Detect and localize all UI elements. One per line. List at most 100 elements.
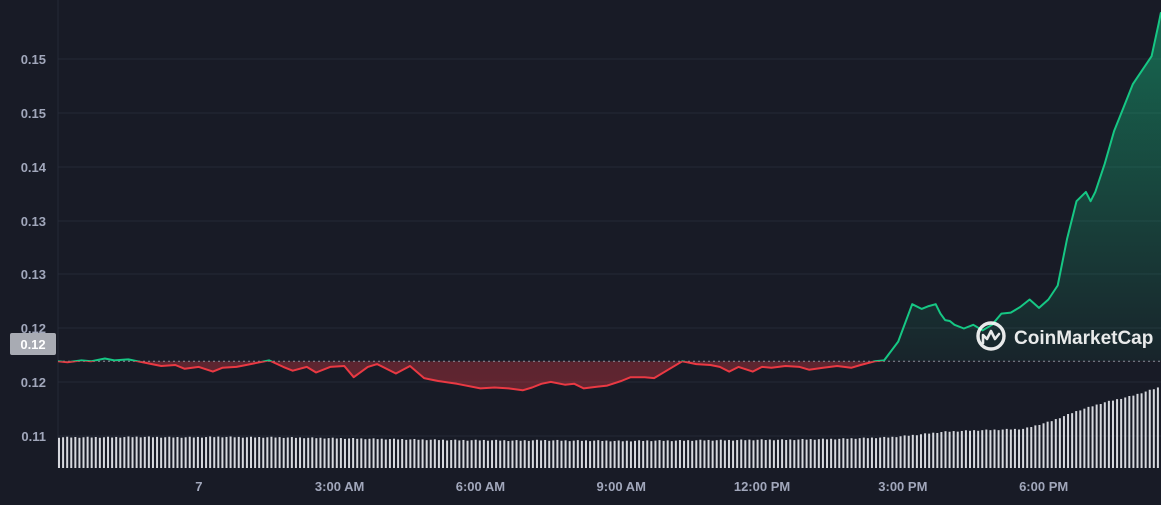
volume-bar — [466, 440, 469, 468]
volume-bar — [339, 438, 342, 468]
volume-bar — [740, 439, 743, 468]
volume-bar — [613, 440, 616, 468]
volume-bar — [727, 439, 730, 468]
volume-bar — [262, 437, 265, 468]
volume-bar — [380, 438, 383, 468]
volume-bar — [638, 440, 641, 468]
volume-bar — [634, 440, 637, 468]
volume-bar — [151, 437, 154, 468]
volume-bar — [70, 437, 73, 468]
volume-bar — [143, 436, 146, 468]
volume-bar — [1062, 416, 1065, 468]
y-tick-label: 0.15 — [21, 106, 46, 121]
watermark-brand-text: CoinMarketCap — [1014, 328, 1153, 349]
volume-bar — [691, 440, 694, 468]
volume-bar — [196, 436, 199, 468]
volume-bar — [609, 441, 612, 468]
volume-bar — [568, 441, 571, 468]
volume-bar — [180, 437, 183, 468]
volume-bar — [127, 436, 130, 468]
volume-bar — [1050, 421, 1053, 468]
volume-bar — [662, 440, 665, 468]
volume-bar — [989, 430, 992, 468]
volume-bar — [805, 439, 808, 468]
volume-bars — [58, 387, 1159, 468]
volume-bar — [1038, 424, 1041, 468]
volume-bar — [854, 438, 857, 468]
volume-bar — [936, 432, 939, 468]
volume-bar — [482, 439, 485, 468]
volume-bar — [928, 433, 931, 468]
volume-bar — [838, 438, 841, 468]
volume-bar — [307, 437, 310, 468]
volume-bar — [147, 436, 150, 468]
volume-bar — [981, 430, 984, 468]
volume-bar — [597, 440, 600, 468]
volume-bar — [523, 440, 526, 468]
volume-bar — [593, 440, 596, 468]
volume-bar — [870, 437, 873, 468]
volume-bar — [90, 437, 93, 468]
volume-bar — [139, 437, 142, 468]
volume-bar — [891, 436, 894, 468]
volume-bar — [237, 436, 240, 468]
volume-bar — [135, 436, 138, 468]
volume-bar — [801, 438, 804, 468]
baseline-tag-box — [10, 333, 56, 355]
volume-bar — [515, 440, 518, 468]
volume-bar — [940, 432, 943, 468]
volume-bar — [495, 439, 498, 468]
volume-bar — [1030, 427, 1033, 468]
volume-bar — [1005, 428, 1008, 468]
volume-bar — [895, 437, 898, 468]
volume-bar — [830, 438, 833, 468]
volume-bar — [552, 440, 555, 468]
y-tick-label: 0.14 — [21, 160, 47, 175]
volume-bar — [250, 436, 252, 468]
volume-bar — [486, 440, 489, 468]
volume-bar — [327, 438, 330, 468]
x-tick-label: 9:00 AM — [597, 479, 646, 494]
volume-bar — [1128, 396, 1131, 468]
price-area-down — [58, 361, 1161, 391]
volume-bar — [425, 440, 428, 468]
volume-bar — [274, 437, 277, 468]
volume-bar — [315, 438, 318, 468]
volume-bar — [458, 440, 461, 468]
volume-bar — [687, 440, 690, 468]
volume-bar — [388, 439, 391, 468]
volume-bar — [544, 440, 547, 468]
volume-bar — [1140, 393, 1143, 468]
volume-bar — [217, 436, 220, 468]
volume-bar — [1054, 419, 1057, 468]
volume-bar — [1026, 427, 1029, 468]
volume-bar — [188, 436, 191, 468]
volume-bar — [858, 438, 861, 468]
volume-bar — [429, 439, 432, 468]
volume-bar — [1156, 387, 1159, 468]
volume-bar — [397, 439, 400, 468]
volume-bar — [200, 437, 203, 468]
volume-bar — [589, 441, 592, 468]
volume-bar — [245, 437, 248, 468]
volume-bar — [1136, 393, 1139, 468]
volume-bar — [474, 439, 477, 468]
volume-bar — [74, 437, 77, 468]
volume-bar — [776, 439, 779, 468]
volume-bar — [666, 440, 669, 468]
volume-bar — [176, 437, 179, 468]
volume-bar — [503, 440, 506, 468]
volume-bar — [719, 439, 722, 468]
volume-bar — [172, 437, 175, 468]
volume-bar — [98, 437, 101, 468]
volume-bar — [826, 439, 829, 468]
volume-bar — [1018, 429, 1021, 468]
volume-bar — [564, 440, 567, 468]
volume-bar — [1067, 414, 1070, 468]
volume-bar — [62, 437, 65, 468]
volume-bar — [499, 440, 502, 468]
volume-bar — [625, 440, 628, 468]
volume-bar — [368, 438, 371, 468]
